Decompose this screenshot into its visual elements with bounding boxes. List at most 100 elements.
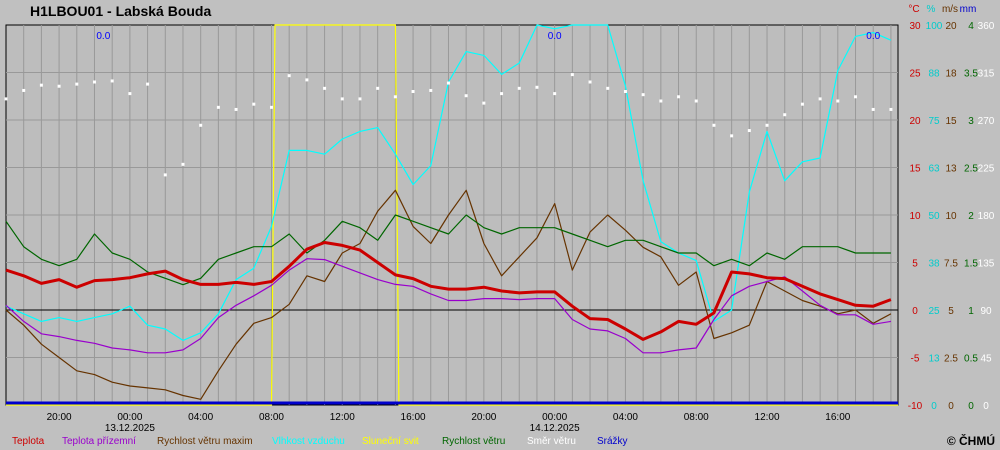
- wind-direction-point: [677, 95, 681, 99]
- axis-label-wind_gust_ms: 13: [945, 164, 957, 175]
- axis-label-humidity_pct: 50: [928, 211, 940, 222]
- axis-label-wind_ms: 0: [968, 401, 974, 412]
- precip-total-label: 0.0: [548, 31, 562, 42]
- wind-direction-point: [482, 101, 486, 105]
- wind-direction-point: [234, 107, 238, 111]
- legend-item: Teplota: [12, 436, 45, 447]
- wind-direction-point: [818, 97, 822, 101]
- legend-item: Směr větru: [527, 436, 576, 447]
- wind-direction-point: [75, 82, 79, 86]
- wind-direction-point: [269, 105, 273, 109]
- axis-label-wind_gust_ms: 20: [945, 21, 957, 32]
- right-axes: 302520151050-5-1010088756350382513020181…: [908, 21, 995, 412]
- x-tick-label: 12:00: [755, 412, 780, 423]
- axis-label-temp_c: 25: [909, 69, 921, 80]
- x-tick-label: 00:00: [542, 412, 567, 423]
- wind-direction-point: [216, 105, 220, 109]
- axis-label-temp_c: 0: [912, 306, 918, 317]
- axis-label-humidity_pct: 88: [928, 69, 940, 80]
- axis-label-direction_deg: 135: [978, 259, 995, 270]
- series-smer-vetru: [4, 73, 893, 177]
- axis-label-temp_c: 5: [912, 259, 918, 270]
- wind-direction-point: [854, 95, 858, 99]
- axis-label-wind_ms: 2.5: [964, 164, 978, 175]
- axis-label-humidity_pct: 100: [926, 21, 943, 32]
- axis-label-wind_ms: 2: [968, 211, 974, 222]
- axis-label-wind_ms: 3: [968, 116, 974, 127]
- wind-direction-point: [623, 90, 627, 93]
- x-tick-label: 08:00: [259, 412, 284, 423]
- wind-direction-point: [588, 80, 592, 84]
- wind-direction-point: [500, 92, 504, 96]
- wind-direction-point: [4, 97, 8, 101]
- wind-direction-point: [429, 88, 433, 92]
- precip-total-label: 0.0: [866, 31, 880, 42]
- wind-direction-point: [57, 84, 61, 88]
- axis-label-wind_ms: 1: [968, 306, 974, 317]
- wind-direction-point: [305, 78, 309, 82]
- axis-label-wind_gust_ms: 18: [945, 69, 957, 80]
- axis-label-temp_c: 15: [909, 164, 921, 175]
- axis-label-wind_ms: 4: [968, 21, 974, 32]
- wind-direction-point: [730, 134, 734, 138]
- x-tick-label: 08:00: [684, 412, 709, 423]
- series-rychlost-vetru-maxim: [5, 189, 892, 400]
- wind-direction-point: [800, 102, 804, 106]
- series-teplota-prizemni: [5, 258, 891, 354]
- x-tick-label: 20:00: [47, 412, 72, 423]
- wind-direction-point: [146, 82, 150, 86]
- x-tick-label: 00:00: [117, 412, 142, 423]
- wind-direction-point: [92, 80, 96, 84]
- axis-label-temp_c: -10: [908, 401, 923, 412]
- wind-direction-point: [464, 94, 468, 98]
- wind-direction-point: [252, 102, 256, 106]
- wind-direction-point: [765, 123, 769, 127]
- x-tick-label: 12:00: [330, 412, 355, 423]
- wind-direction-point: [871, 107, 875, 111]
- axis-label-wind_gust_ms: 0: [948, 401, 954, 412]
- axis-label-wind_gust_ms: 2.5: [944, 354, 958, 365]
- wind-direction-point: [181, 162, 185, 166]
- wind-direction-point: [128, 92, 132, 96]
- wind-direction-point: [163, 173, 167, 177]
- axis-label-direction_deg: 225: [978, 164, 995, 175]
- wind-direction-point: [889, 107, 893, 111]
- wind-direction-point: [376, 86, 380, 90]
- axis-label-humidity_pct: 38: [928, 259, 940, 270]
- axis-label-temp_c: 10: [909, 211, 921, 222]
- axis-headers: °C% m/s mm: [908, 4, 976, 15]
- wind-direction-point: [393, 95, 397, 99]
- wind-direction-point: [358, 97, 362, 101]
- axis-label-direction_deg: 90: [980, 306, 992, 317]
- axis-label-humidity_pct: 13: [928, 354, 940, 365]
- legend-item: Vlhkost vzduchu: [272, 436, 345, 447]
- axis-header: mm: [960, 4, 977, 15]
- axis-label-direction_deg: 45: [980, 354, 992, 365]
- axis-label-direction_deg: 0: [983, 401, 989, 412]
- axis-header: m/s: [942, 4, 958, 15]
- axis-label-wind_ms: 0.5: [964, 354, 978, 365]
- wind-direction-point: [287, 74, 291, 78]
- wind-direction-point: [22, 88, 26, 92]
- wind-direction-point: [411, 90, 415, 93]
- axis-label-temp_c: -5: [911, 354, 920, 365]
- axis-label-humidity_pct: 75: [928, 116, 940, 127]
- axis-label-wind_gust_ms: 7.5: [944, 259, 958, 270]
- axis-label-wind_gust_ms: 10: [945, 211, 957, 222]
- axis-label-direction_deg: 180: [978, 211, 995, 222]
- legend-item: Sluneční svit: [362, 436, 419, 447]
- precip-annotations: 0.0 0.0 0.0: [96, 31, 880, 42]
- x-tick-label: 16:00: [825, 412, 850, 423]
- wind-direction-point: [694, 99, 698, 103]
- wind-direction-point: [446, 81, 450, 85]
- legend-item: Rychlost větru maxim: [157, 436, 253, 447]
- axis-label-humidity_pct: 63: [928, 164, 940, 175]
- copyright: © ČHMÚ: [947, 433, 995, 448]
- axis-label-wind_gust_ms: 15: [945, 116, 957, 127]
- wind-direction-point: [712, 123, 716, 127]
- legend: Teplota Teplota přízemní Rychlost větru ma…: [12, 436, 628, 447]
- axis-label-wind_ms: 3.5: [964, 69, 978, 80]
- axis-label-wind_ms: 1.5: [964, 259, 978, 270]
- x-axis: 20:00 00:00 04:00 08:00 12:00 16:00 20:00 00:00…: [47, 412, 851, 434]
